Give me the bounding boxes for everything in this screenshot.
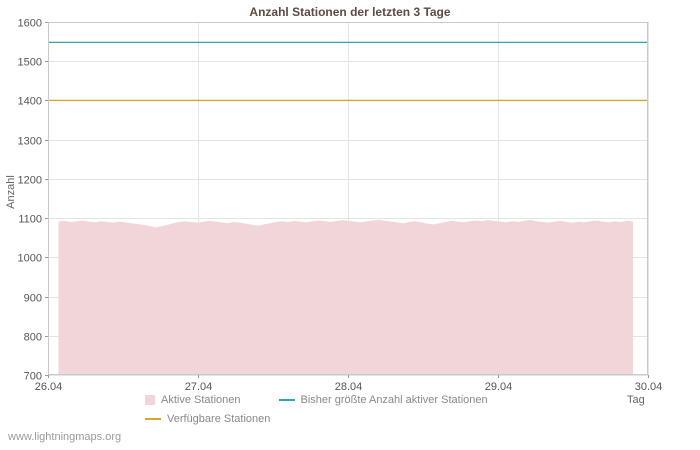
svg-text:1000: 1000 <box>18 253 42 265</box>
svg-text:29.04: 29.04 <box>485 381 513 393</box>
max-aktive-stationen-line-icon <box>278 398 295 401</box>
chart-title: Anzahl Stationen der letzten 3 Tage <box>249 5 451 19</box>
legend-label-verfuegbare-stationen: Verfügbare Stationen <box>167 412 271 425</box>
svg-text:1500: 1500 <box>18 57 42 69</box>
svg-text:1100: 1100 <box>18 214 42 226</box>
svg-text:27.04: 27.04 <box>185 381 213 393</box>
legend-item-aktive-stationen: Aktive Stationen <box>145 394 241 406</box>
legend-row-1: Aktive Stationen Bisher größte Anzahl ak… <box>145 391 488 408</box>
legend: Aktive Stationen Bisher größte Anzahl ak… <box>145 391 488 427</box>
svg-text:30.04: 30.04 <box>635 381 663 393</box>
legend-row-2: Verfügbare Stationen <box>145 410 488 427</box>
legend-item-verfuegbare-stationen: Verfügbare Stationen <box>145 413 270 425</box>
legend-label-max-aktive-stationen: Bisher größte Anzahl aktiver Stationen <box>300 393 488 406</box>
svg-text:26.04: 26.04 <box>35 381 63 393</box>
svg-text:1200: 1200 <box>18 175 42 187</box>
x-axis-label: Tag <box>627 394 645 406</box>
footer-link[interactable]: www.lightningmaps.org <box>8 431 122 443</box>
svg-text:28.04: 28.04 <box>335 381 363 393</box>
svg-text:700: 700 <box>24 371 42 383</box>
svg-text:1300: 1300 <box>18 136 42 148</box>
legend-label-aktive-stationen: Aktive Stationen <box>161 393 241 406</box>
y-axis-label: Anzahl <box>5 175 17 209</box>
plot-svg: 700 800 900 1000 1100 1200 1300 1400 1500 1600 26.… <box>18 18 663 394</box>
svg-text:800: 800 <box>24 332 42 344</box>
svg-text:1400: 1400 <box>18 96 42 108</box>
legend-item-max-aktive-stationen: Bisher größte Anzahl aktiver Stationen <box>278 393 488 406</box>
verfuegbare-stationen-line-icon <box>145 417 161 420</box>
aktive-stationen-swatch-icon <box>145 394 155 405</box>
svg-text:900: 900 <box>24 293 42 305</box>
svg-text:1600: 1600 <box>18 18 42 30</box>
